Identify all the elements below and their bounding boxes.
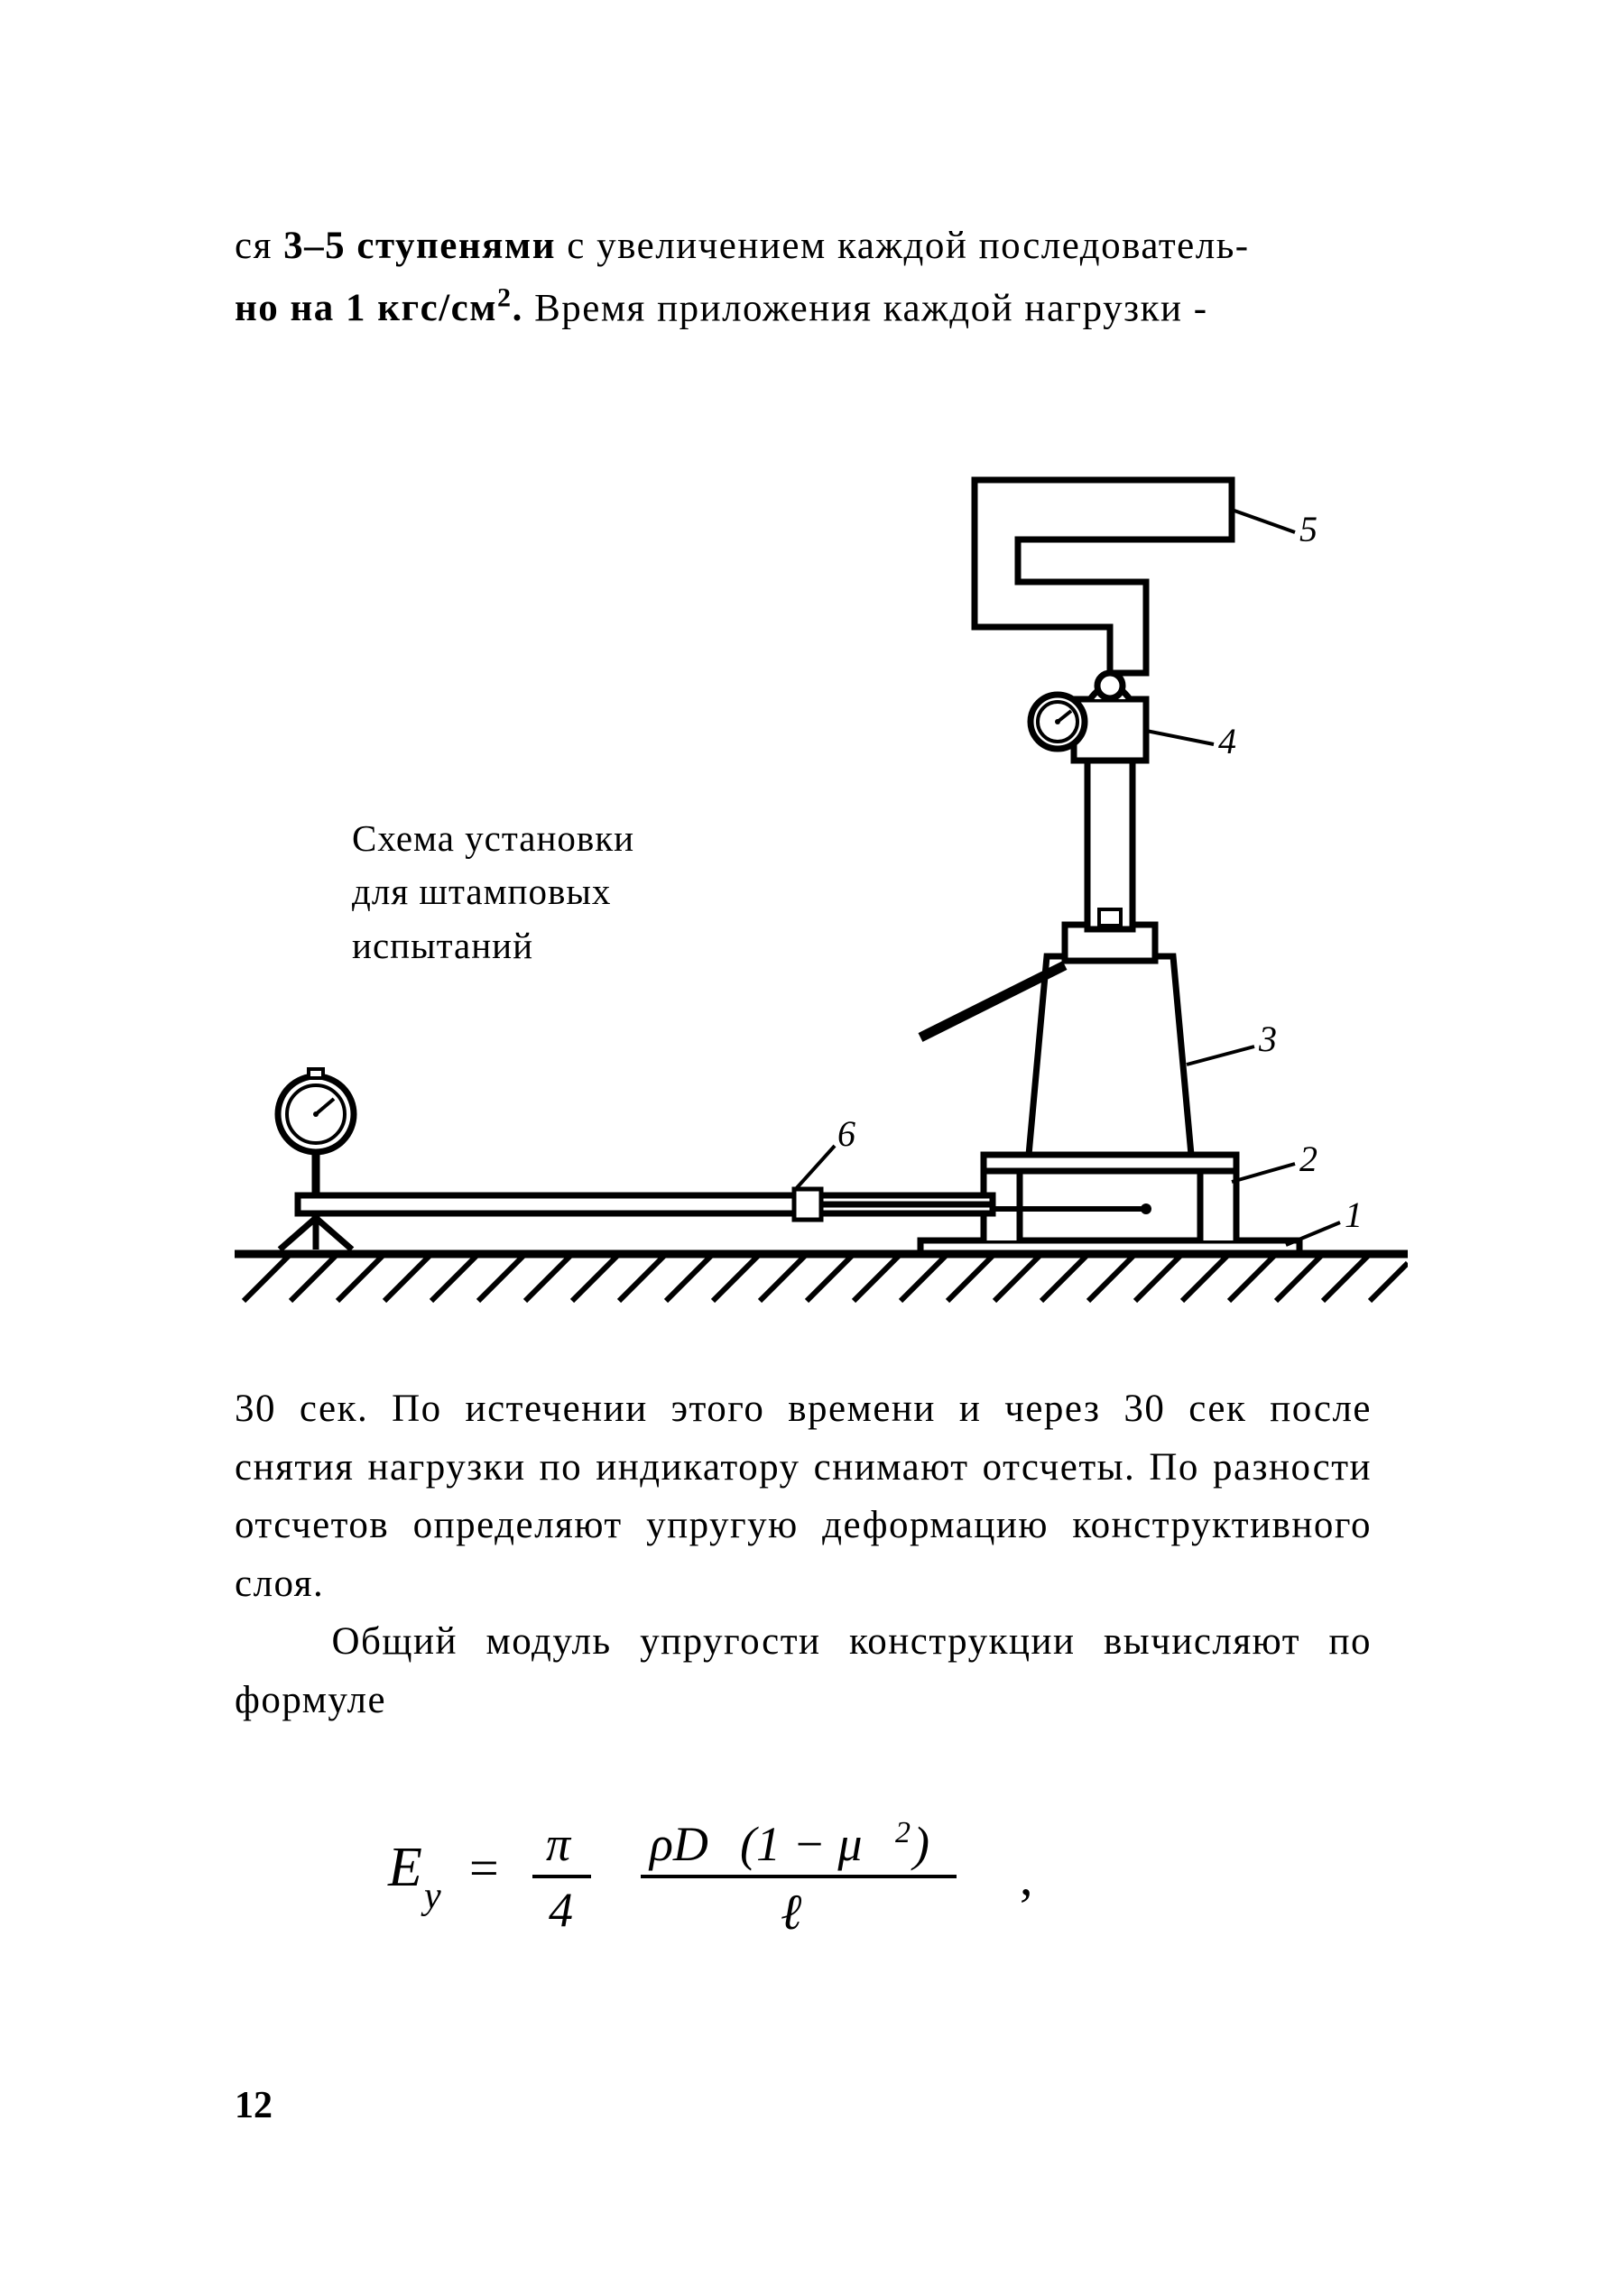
diagram-label-4: 4 — [1218, 721, 1236, 761]
svg-text:π: π — [546, 1817, 572, 1871]
intro-paragraph: ся 3–5 ступенями с увеличением каждой по… — [235, 217, 1372, 339]
svg-text:2: 2 — [895, 1816, 911, 1849]
diagram-label-2: 2 — [1299, 1139, 1318, 1179]
svg-text:E: E — [387, 1837, 422, 1898]
svg-text:=: = — [469, 1839, 499, 1897]
diagram-label-3: 3 — [1258, 1019, 1277, 1059]
svg-text:(1 − μ: (1 − μ — [740, 1817, 863, 1871]
body-text-block: 30 сек. По истечении этого времени и чер… — [235, 1380, 1372, 1729]
svg-text:ρD: ρD — [648, 1817, 708, 1871]
apparatus-diagram: 5 4 3 2 1 6 — [235, 433, 1408, 1308]
body-paragraph-1: 30 сек. По истечении этого времени и чер… — [235, 1380, 1372, 1613]
svg-text:4: 4 — [549, 1883, 573, 1937]
page-number: 12 — [235, 2084, 273, 2127]
svg-text:ℓ: ℓ — [781, 1885, 802, 1941]
svg-text:,: , — [1020, 1848, 1033, 1906]
diagram-label-1: 1 — [1345, 1194, 1363, 1235]
svg-text:y: y — [421, 1876, 441, 1917]
formula: E y = π 4 ρD (1 − μ 2 ) ℓ , — [361, 1795, 1173, 1969]
diagram-label-5: 5 — [1299, 509, 1318, 549]
body-paragraph-2: Общий модуль упругости конструкции вычис… — [235, 1613, 1372, 1729]
svg-text:): ) — [911, 1817, 929, 1871]
diagram-label-6: 6 — [837, 1113, 855, 1154]
